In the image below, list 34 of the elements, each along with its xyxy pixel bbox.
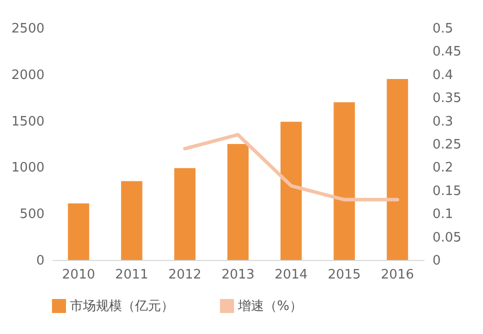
y2-tick-label: 0.2 bbox=[432, 160, 454, 176]
x-tick-label: 2015 bbox=[328, 268, 361, 282]
y2-tick-label: 0.25 bbox=[432, 138, 462, 152]
y2-tick-label: 0.15 bbox=[432, 184, 462, 199]
bar bbox=[334, 102, 355, 260]
y2-tick-label: 0.3 bbox=[432, 114, 454, 130]
y-tick-label: 0 bbox=[36, 254, 44, 268]
x-tick-label: 2014 bbox=[274, 268, 308, 282]
y2-tick-label: 0.5 bbox=[432, 22, 454, 36]
x-tick-label: 2012 bbox=[168, 268, 202, 282]
bar bbox=[121, 181, 142, 260]
bar bbox=[227, 144, 249, 260]
legend-label: 市场规模（亿元） bbox=[70, 299, 174, 314]
line-series bbox=[183, 132, 400, 202]
y-tick-label: 1000 bbox=[11, 160, 44, 176]
x-tick-label: 2016 bbox=[380, 268, 414, 282]
y-tick-label: 500 bbox=[20, 207, 44, 222]
y2-tick-label: 0.4 bbox=[432, 68, 454, 83]
bar bbox=[280, 122, 302, 260]
y-tick-label: 1500 bbox=[11, 114, 44, 130]
y2-tick-label: 0.1 bbox=[432, 207, 454, 222]
y2-tick-label: 0.05 bbox=[432, 230, 462, 246]
x-tick-label: 2011 bbox=[115, 268, 148, 282]
y2-tick-label: 0.35 bbox=[432, 91, 462, 106]
x-tick-label: 2013 bbox=[221, 268, 255, 282]
x-tick-label: 2010 bbox=[62, 268, 96, 282]
y2-tick-label: 0 bbox=[432, 254, 441, 268]
bar bbox=[386, 79, 408, 260]
y2-tick-label: 0.45 bbox=[432, 44, 462, 60]
bar bbox=[174, 168, 196, 260]
y-tick-label: 2000 bbox=[11, 68, 44, 83]
legend-label: 增速（%） bbox=[237, 299, 302, 314]
y-tick-label: 2500 bbox=[11, 22, 44, 36]
bar bbox=[68, 203, 90, 260]
